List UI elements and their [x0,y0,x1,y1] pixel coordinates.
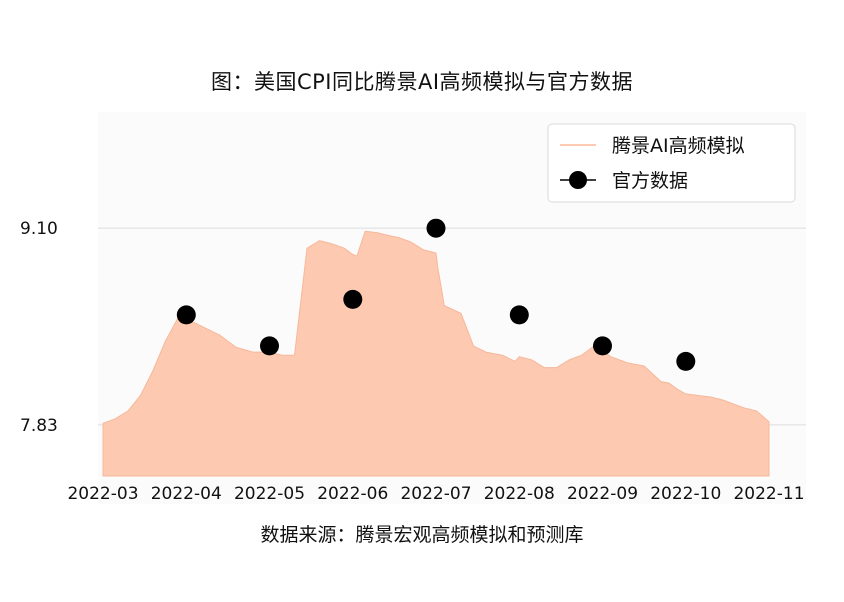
y-tick-label-0: 7.83 [20,416,58,436]
x-tick-label-2: 2022-05 [234,484,305,504]
chart-source: 数据来源：腾景宏观高频模拟和预测库 [260,524,584,546]
legend-official-marker [569,171,587,189]
x-tick-label-5: 2022-08 [484,484,555,504]
area-simulated [102,230,770,477]
official-point-5 [593,336,612,356]
x-tick-label-6: 2022-09 [567,484,638,504]
official-point-4 [509,305,529,325]
x-axis-ticks: 2022-03 2022-04 2022-05 2022-06 2022-07 2022-… [67,484,804,504]
chart-title: 图：美国CPI同比腾景AI高频模拟与官方数据 [210,70,634,94]
points-layer [176,218,696,371]
legend-label-official: 官方数据 [612,170,688,192]
x-tick-label-1: 2022-04 [151,484,222,504]
y-tick-label-1: 9.10 [20,219,58,239]
x-tick-label-0: 2022-03 [67,484,138,504]
area-layer [102,230,770,477]
legend-label-simulated: 腾景AI高频模拟 [612,135,745,157]
official-point-6 [676,351,696,371]
legend: 腾景AI高频模拟 官方数据 [547,123,796,203]
official-point-3 [426,218,446,238]
x-tick-label-4: 2022-07 [400,484,471,504]
y-axis-ticks: 7.83 9.10 [20,219,58,436]
legend-box [547,123,796,203]
official-point-2 [343,289,363,309]
official-point-1 [260,336,279,356]
official-point-0 [176,305,196,325]
x-tick-label-8: 2022-11 [733,484,804,504]
x-tick-label-7: 2022-10 [650,484,721,504]
x-tick-label-3: 2022-06 [317,484,388,504]
